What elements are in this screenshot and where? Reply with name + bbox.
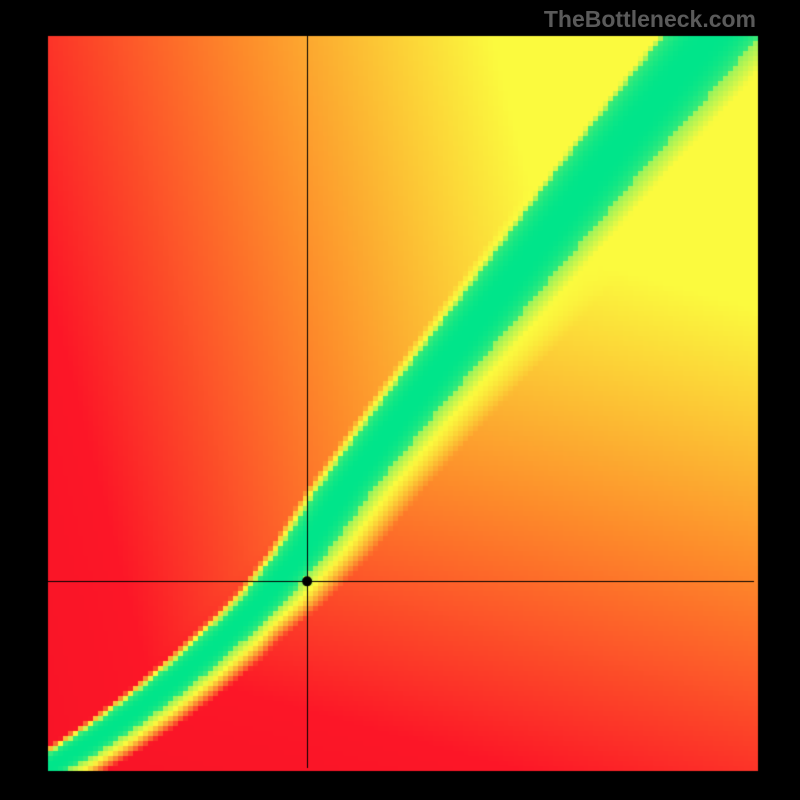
chart-container: TheBottleneck.com: [0, 0, 800, 800]
heatmap-canvas: [0, 0, 800, 800]
watermark-label: TheBottleneck.com: [544, 6, 756, 33]
